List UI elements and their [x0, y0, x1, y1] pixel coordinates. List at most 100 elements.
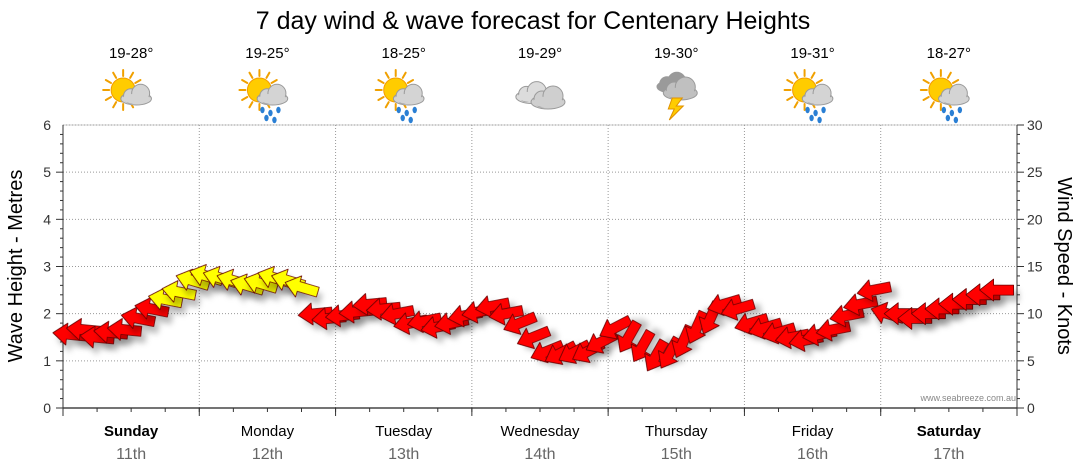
left-tick-label: 1 [43, 353, 51, 369]
left-tick-label: 6 [43, 117, 51, 133]
rain-drop [260, 106, 265, 114]
sun-ray [786, 79, 794, 84]
wind-arrow-shape [720, 298, 756, 321]
left-tick-label: 5 [43, 164, 51, 180]
rain-drop [400, 114, 405, 122]
wind-arrow-shape [617, 319, 642, 353]
wind-arrow [517, 325, 552, 350]
wind-arrow [503, 311, 538, 335]
right-tick-label: 20 [1027, 211, 1043, 227]
temperature-label: 19-31° [790, 45, 834, 62]
wind-arrow-shape [544, 340, 579, 365]
wind-arrow-shape [761, 322, 797, 345]
wind-arrow-shape [630, 329, 656, 362]
sun-ray [112, 101, 118, 109]
wind-arrow [106, 318, 143, 341]
sun-ray [793, 101, 799, 109]
sun-ray [406, 79, 415, 84]
rain-drop [813, 109, 818, 117]
sun-ray [793, 71, 799, 79]
wind-arrow [488, 303, 524, 326]
sun-ray [270, 79, 278, 84]
cloud-part [544, 87, 562, 105]
left-tick-label: 4 [43, 211, 51, 227]
sun-ray [377, 79, 385, 84]
cloud-part [950, 85, 967, 102]
sun-ray [377, 96, 385, 101]
date-label: 11th [116, 446, 146, 463]
sun-ray [248, 101, 254, 109]
wind-arrow [230, 273, 266, 296]
cloud-part [405, 85, 421, 102]
left-tick-label: 3 [43, 259, 51, 275]
chart-title: 7 day wind & wave forecast for Centenary… [256, 7, 810, 35]
right-tick-label: 0 [1027, 400, 1035, 416]
date-label: 14th [524, 446, 555, 463]
temperature-label: 19-30° [654, 45, 698, 62]
left-tick-label: 0 [43, 400, 51, 416]
date-label: 16th [797, 446, 828, 463]
temperature-label: 18-27° [927, 45, 971, 62]
cloud-icon [515, 81, 566, 110]
sun-ray [815, 79, 823, 84]
sun-ray [241, 79, 249, 84]
wind-arrow [979, 278, 1014, 302]
right-tick-label: 25 [1027, 164, 1043, 180]
rain-drop [408, 116, 413, 124]
rain-drop [949, 109, 955, 117]
sun-ray [104, 96, 113, 101]
cloud-part [676, 78, 694, 96]
day-name-label: Monday [241, 423, 295, 440]
wind-arrow [761, 322, 797, 345]
wind-arrow-shape [161, 280, 197, 303]
sun-cloud-rain-icon [374, 69, 425, 124]
rain-drop [264, 114, 269, 122]
sun-ray [241, 96, 249, 101]
wind-arrow [161, 280, 197, 303]
day-axis: Sunday 11th Monday 12th Tuesday 13th Wednesday… [62, 408, 1018, 463]
sun-ray [384, 101, 390, 109]
day-name-label: Wednesday [501, 423, 580, 440]
wind-arrow [544, 340, 579, 365]
wind-arrows [52, 264, 1014, 372]
rain-drop [268, 109, 273, 117]
date-label: 17th [933, 446, 964, 463]
sun-ray [929, 71, 935, 79]
rain-drop [396, 106, 401, 114]
rain-drop [817, 116, 822, 124]
right-tick-label: 15 [1027, 259, 1043, 275]
sun-ray [922, 79, 930, 84]
rain-drop [276, 106, 281, 114]
right-axis: 0 5 10 15 20 25 30 [1016, 117, 1043, 416]
day-name-label: Tuesday [375, 423, 432, 440]
wind-arrow-shape [856, 279, 892, 302]
cloud-part [814, 85, 830, 102]
sun-ray [401, 71, 407, 79]
rain-drop [821, 106, 826, 114]
rain-drop [941, 106, 947, 114]
sun-ray [104, 79, 113, 84]
sun-ray [810, 71, 816, 79]
sun-ray [786, 96, 794, 101]
rain-drop [957, 106, 963, 114]
storm-icon [656, 71, 698, 121]
left-tick-label: 2 [43, 306, 51, 322]
wind-arrow [284, 275, 320, 298]
wind-arrow-shape [106, 318, 143, 341]
day-name-label: Thursday [645, 423, 708, 440]
rain-drop [272, 116, 277, 124]
wind-arrow-shape [599, 315, 633, 340]
sun-cloud-rain-icon [238, 69, 289, 124]
right-tick-label: 5 [1027, 353, 1035, 369]
sun-cloud-rain-icon [783, 69, 834, 124]
rain-drop [809, 114, 814, 122]
sun-ray [129, 71, 135, 79]
wind-arrow-shape [517, 325, 552, 350]
wind-arrow [856, 279, 892, 302]
lightning-bolt [667, 97, 685, 121]
sun-ray [929, 101, 935, 109]
wind-arrow [599, 315, 633, 340]
rain-drop [412, 106, 417, 114]
sun-ray [946, 71, 952, 79]
rain-drop [945, 114, 951, 122]
